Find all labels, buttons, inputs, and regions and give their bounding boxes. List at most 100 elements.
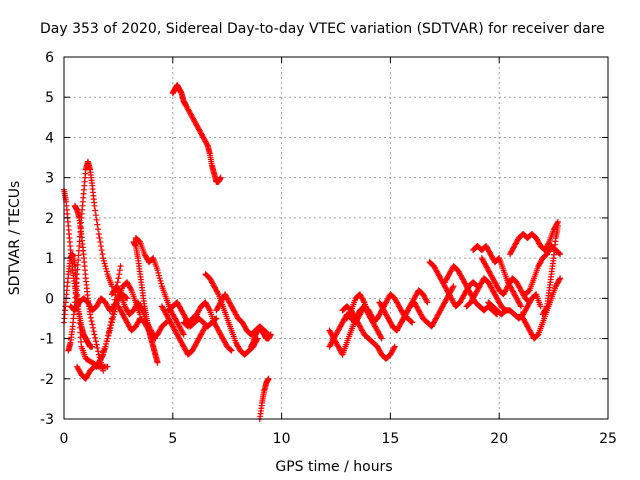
plus-marker — [107, 324, 114, 331]
plus-marker — [92, 338, 99, 345]
plus-marker — [138, 306, 145, 313]
plus-marker — [108, 319, 115, 326]
axis-ticks: 0 5 10 15 20 25 -3 -2 -1 0 1 2 3 4 5 6 — [40, 50, 617, 447]
plus-marker — [114, 279, 121, 286]
plus-marker — [450, 283, 457, 290]
y-tick-label: -1 — [40, 332, 54, 348]
series-t16 — [202, 271, 261, 358]
plus-marker — [115, 275, 122, 282]
series-t32 — [507, 218, 561, 258]
plus-marker — [556, 276, 563, 283]
plus-marker — [116, 271, 123, 278]
x-tick-label: 0 — [60, 431, 69, 447]
plus-marker — [103, 338, 110, 345]
plus-marker — [391, 344, 398, 351]
plus-marker — [217, 174, 224, 181]
y-tick-label: 0 — [45, 291, 54, 307]
plus-marker — [123, 294, 130, 301]
y-tick-label: -3 — [40, 412, 54, 428]
plus-marker — [228, 347, 235, 354]
plus-marker — [88, 318, 95, 325]
plus-marker — [94, 344, 101, 351]
plus-marker — [543, 304, 550, 311]
plus-marker — [94, 221, 101, 228]
series-t33 — [522, 243, 564, 298]
plus-marker — [104, 335, 111, 342]
plus-marker — [91, 202, 98, 209]
plus-marker — [157, 277, 164, 284]
y-tick-label: 3 — [45, 171, 54, 187]
series-t30 — [478, 255, 533, 306]
x-tick-label: 10 — [273, 431, 291, 447]
plus-marker — [92, 212, 99, 219]
plus-marker — [109, 316, 116, 323]
plus-marker — [537, 303, 544, 310]
plus-marker — [557, 275, 564, 282]
plus-marker — [162, 320, 169, 327]
plus-marker — [100, 257, 107, 264]
plus-marker — [114, 298, 121, 305]
data-points — [61, 82, 564, 422]
x-axis-label: GPS time / hours — [275, 459, 392, 475]
plus-marker — [93, 341, 100, 348]
plus-marker — [95, 230, 102, 237]
plus-marker — [89, 343, 96, 350]
series-t10 — [130, 239, 161, 366]
plus-marker — [89, 321, 96, 328]
plus-marker — [92, 334, 99, 341]
plot-frame — [63, 56, 609, 420]
chart-title: Day 353 of 2020, Sidereal Day-to-day VTE… — [40, 21, 605, 37]
plus-marker — [155, 269, 162, 276]
plus-marker — [156, 275, 163, 282]
plus-marker — [156, 272, 163, 279]
series-t18 — [248, 323, 274, 350]
series-t5 — [67, 291, 131, 314]
plus-marker — [97, 239, 104, 246]
plus-marker — [100, 255, 107, 262]
plus-marker — [227, 346, 234, 353]
plus-marker — [95, 226, 102, 233]
plus-marker — [556, 250, 563, 257]
series-t26 — [426, 259, 481, 310]
plus-marker — [557, 251, 564, 258]
plus-marker — [117, 263, 124, 270]
series-t14 — [169, 82, 224, 185]
plus-marker — [102, 263, 109, 270]
plus-marker — [545, 240, 552, 247]
y-tick-label: 5 — [45, 90, 54, 106]
plus-marker — [265, 375, 272, 382]
plus-marker — [377, 334, 384, 341]
plus-marker — [103, 340, 110, 347]
series-t12 — [158, 303, 209, 358]
plus-marker — [100, 367, 107, 374]
plus-marker — [267, 331, 274, 338]
y-tick-label: 1 — [45, 251, 54, 267]
plus-marker — [408, 318, 415, 325]
y-tick-label: 4 — [45, 130, 54, 146]
plus-marker — [95, 348, 102, 355]
plus-marker — [97, 357, 104, 364]
series-t15 — [180, 299, 235, 354]
y-axis-label: SDTVAR / TECUs — [7, 181, 23, 296]
plus-marker — [91, 331, 98, 338]
plus-marker — [423, 298, 430, 305]
series-t35 — [539, 222, 561, 318]
y-tick-label: 6 — [45, 50, 54, 66]
plus-marker — [206, 306, 213, 313]
series-t11 — [132, 235, 187, 338]
plus-marker — [102, 343, 109, 350]
plus-marker — [116, 267, 123, 274]
x-tick-label: 20 — [490, 431, 508, 447]
series-t28 — [463, 275, 509, 314]
plus-marker — [99, 365, 106, 372]
plus-marker — [517, 303, 524, 310]
plus-marker — [111, 311, 118, 318]
plus-marker — [92, 207, 99, 214]
plus-marker — [391, 343, 398, 350]
plus-marker — [214, 289, 221, 296]
plus-marker — [449, 284, 456, 291]
plus-marker — [98, 247, 105, 254]
plus-marker — [409, 319, 416, 326]
plus-marker — [116, 289, 123, 296]
